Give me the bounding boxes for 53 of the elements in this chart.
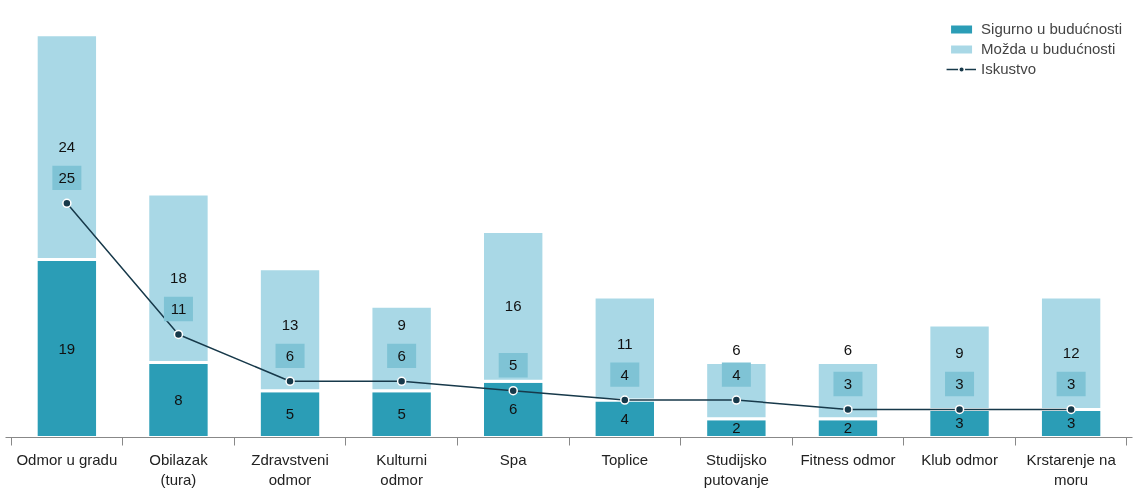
x-tick-label: Obilazak (tura) — [149, 450, 209, 488]
data-label: 24 — [58, 138, 76, 156]
data-label: 2 — [843, 419, 853, 437]
data-label: 8 — [174, 391, 183, 409]
data-label: 5 — [285, 405, 295, 423]
point — [620, 395, 630, 405]
point — [173, 329, 184, 340]
legend-label: Iskustvo — [981, 60, 1037, 77]
data-label: 3 — [955, 414, 964, 432]
data-label: 6 — [397, 346, 406, 364]
data-label: 6 — [285, 346, 295, 364]
point — [1066, 404, 1076, 415]
x-tick-label: Studijsko putovanje — [703, 450, 769, 488]
point — [396, 376, 407, 387]
data-label: 19 — [58, 339, 76, 357]
data-label: 2 — [732, 419, 741, 437]
point — [285, 376, 295, 387]
data-label: 5 — [397, 405, 406, 423]
data-label: 6 — [509, 400, 518, 418]
x-tick-label: Zdravstveni odmor — [251, 450, 329, 488]
x-tick-label: Krstarenje na moru — [1026, 450, 1117, 488]
x-tick-label: Klub odmor — [921, 450, 998, 468]
data-label: 13 — [281, 316, 299, 334]
data-label: 3 — [955, 374, 964, 392]
legend-label: Sigurno u budućnosti — [981, 20, 1122, 37]
x-tick-label: Kulturni odmor — [376, 450, 428, 488]
data-label: 3 — [1066, 374, 1076, 392]
point — [731, 395, 742, 405]
data-label: 5 — [509, 356, 518, 374]
data-label: 25 — [58, 168, 76, 186]
data-label: 12 — [1062, 344, 1080, 362]
data-label: 4 — [732, 365, 741, 383]
data-label: 11 — [617, 335, 633, 353]
point — [954, 404, 965, 415]
data-label: 16 — [504, 297, 522, 315]
x-tick-label: Odmor u gradu — [16, 450, 118, 468]
data-label: 11 — [170, 300, 187, 318]
point — [508, 385, 518, 396]
data-label: 6 — [843, 341, 853, 359]
data-label: 4 — [620, 409, 629, 427]
data-label: 3 — [843, 374, 853, 392]
data-label: 9 — [397, 316, 406, 334]
legend-label: Možda u budućnosti — [981, 40, 1116, 57]
data-label: 18 — [170, 269, 187, 287]
data-label: 3 — [1066, 414, 1076, 432]
data-label: 4 — [620, 365, 629, 383]
x-tick-label: Spa — [499, 450, 528, 468]
data-label: 9 — [955, 344, 964, 362]
x-tick-label: Fitness odmor — [800, 450, 896, 468]
data-label: 6 — [732, 341, 741, 359]
point — [62, 198, 72, 209]
point — [843, 404, 853, 415]
x-tick-label: Toplice — [601, 450, 649, 468]
